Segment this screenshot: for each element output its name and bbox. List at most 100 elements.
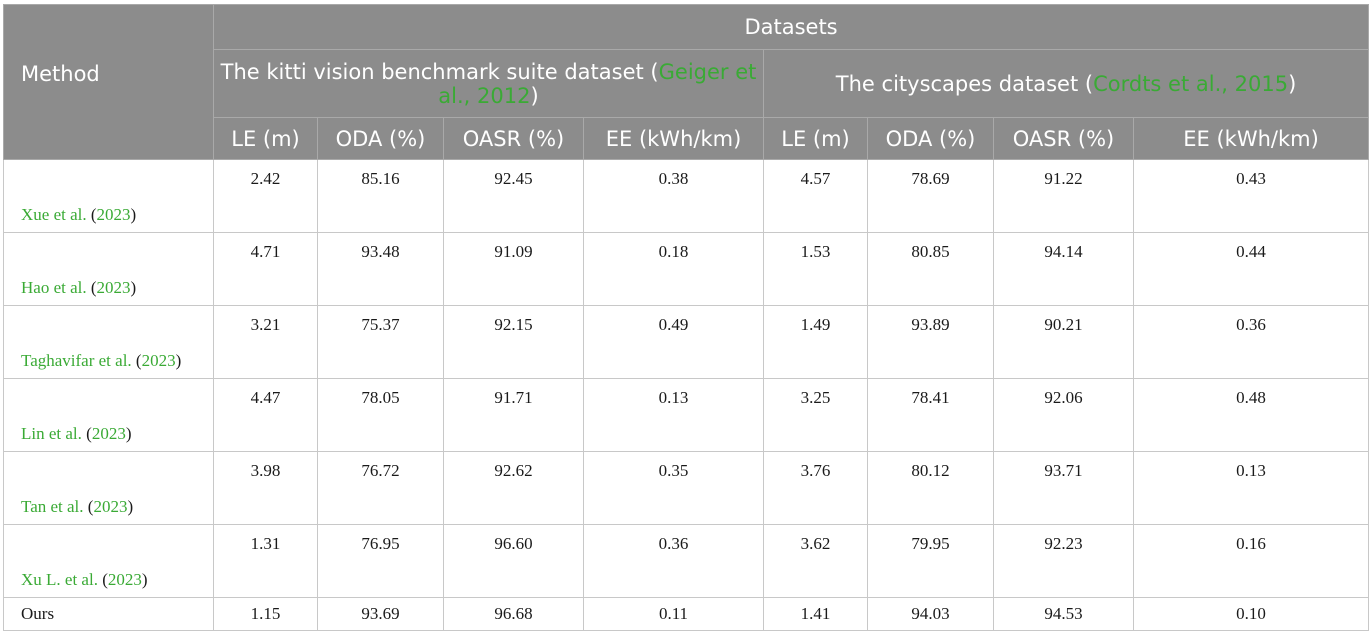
metric-ee-header: EE (kWh/km) (583, 117, 764, 160)
method-year-link[interactable]: 2023 (141, 351, 176, 370)
method-citation-link[interactable]: Xue et al. (21, 205, 87, 224)
method-citation-link[interactable]: Lin et al. (21, 424, 82, 443)
method-header: Method (3, 4, 214, 160)
results-table: Method Datasets The kitti vision benchma… (3, 4, 1370, 631)
method-citation-link[interactable]: Taghavifar et al. (21, 351, 132, 370)
value-cell: 93.48 (317, 232, 444, 306)
value-cell: 4.47 (213, 378, 318, 452)
kitti-dataset-name: The kitti vision benchmark suite dataset (220, 59, 644, 84)
method-citation-link[interactable]: Xu L. et al. (21, 570, 98, 589)
value-cell: 76.72 (317, 451, 444, 525)
value-cell: 78.69 (867, 159, 994, 233)
value-cell: 85.16 (317, 159, 444, 233)
value-cell: 1.53 (763, 232, 868, 306)
value-cell: 90.21 (993, 305, 1134, 379)
value-cell: 3.62 (763, 524, 868, 598)
value-cell: 0.36 (1132, 305, 1370, 379)
value-cell: 96.60 (443, 524, 584, 598)
cityscapes-citation-link[interactable]: Cordts et al., 2015 (1093, 71, 1289, 96)
kitti-citation-link[interactable]: Geiger et al., 2012 (438, 59, 757, 108)
value-cell: 1.31 (213, 524, 318, 598)
method-year-link[interactable]: 2023 (107, 570, 142, 589)
value-cell: 2.42 (213, 159, 318, 233)
table-row: Xue et al. (2023) 2.42 85.16 92.45 0.38 … (3, 159, 1370, 233)
value-cell: 0.35 (583, 451, 764, 525)
method-name-cell: Taghavifar et al. (2023) (3, 305, 214, 379)
metric-le-header: LE (m) (763, 117, 868, 160)
value-cell: 92.62 (443, 451, 584, 525)
table-row: Tan et al. (2023) 3.98 76.72 92.62 0.35 … (3, 451, 1370, 525)
table-row-ours: Ours 1.15 93.69 96.68 0.11 1.41 94.03 94… (3, 597, 1370, 631)
table-row: Taghavifar et al. (2023) 3.21 75.37 92.1… (3, 305, 1370, 379)
value-cell: 76.95 (317, 524, 444, 598)
method-name-cell: Ours (3, 597, 214, 631)
table-row: Lin et al. (2023) 4.47 78.05 91.71 0.13 … (3, 378, 1370, 452)
method-name-cell: Lin et al. (2023) (3, 378, 214, 452)
method-citation-link[interactable]: Tan et al. (21, 497, 84, 516)
metric-ee-header: EE (kWh/km) (1132, 117, 1370, 160)
value-cell: 80.12 (867, 451, 994, 525)
value-cell: 3.25 (763, 378, 868, 452)
value-cell: 91.22 (993, 159, 1134, 233)
method-year-link[interactable]: 2023 (96, 278, 131, 297)
value-cell: 93.89 (867, 305, 994, 379)
datasets-header: Datasets (212, 4, 1370, 50)
value-cell: 0.13 (583, 378, 764, 452)
kitti-paren-open: ( (650, 59, 659, 84)
method-name-cell: Tan et al. (2023) (3, 451, 214, 525)
value-cell: 3.21 (213, 305, 318, 379)
value-cell: 1.49 (763, 305, 868, 379)
table-row: Xu L. et al. (2023) 1.31 76.95 96.60 0.3… (3, 524, 1370, 598)
value-cell: 79.95 (867, 524, 994, 598)
value-cell: 0.13 (1132, 451, 1370, 525)
value-cell: 0.16 (1132, 524, 1370, 598)
value-cell: 4.71 (213, 232, 318, 306)
cityscapes-dataset-name: The cityscapes dataset (835, 71, 1079, 96)
method-name-cell: Xue et al. (2023) (3, 159, 214, 233)
value-cell: 0.36 (583, 524, 764, 598)
method-year-link[interactable]: 2023 (91, 424, 126, 443)
value-cell: 94.53 (993, 597, 1134, 631)
value-cell: 93.69 (317, 597, 444, 631)
value-cell: 75.37 (317, 305, 444, 379)
value-cell: 92.06 (993, 378, 1134, 452)
value-cell: 92.45 (443, 159, 584, 233)
value-cell: 1.41 (763, 597, 868, 631)
value-cell: 0.44 (1132, 232, 1370, 306)
value-cell: 92.15 (443, 305, 584, 379)
table-row: Hao et al. (2023) 4.71 93.48 91.09 0.18 … (3, 232, 1370, 306)
metric-le-header: LE (m) (213, 117, 318, 160)
method-year-link[interactable]: 2023 (93, 497, 128, 516)
kitti-paren-close: ) (530, 83, 539, 108)
value-cell: 96.68 (443, 597, 584, 631)
method-name-cell: Xu L. et al. (2023) (3, 524, 214, 598)
value-cell: 0.38 (583, 159, 764, 233)
metric-oasr-header: OASR (%) (993, 117, 1134, 160)
value-cell: 78.41 (867, 378, 994, 452)
value-cell: 94.14 (993, 232, 1134, 306)
method-citation-link[interactable]: Hao et al. (21, 278, 87, 297)
value-cell: 91.09 (443, 232, 584, 306)
value-cell: 0.18 (583, 232, 764, 306)
kitti-dataset-header: The kitti vision benchmark suite dataset… (213, 49, 764, 118)
method-name-cell: Hao et al. (2023) (3, 232, 214, 306)
value-cell: 3.76 (763, 451, 868, 525)
method-year-link[interactable]: 2023 (96, 205, 131, 224)
cityscapes-paren-close: ) (1288, 71, 1297, 96)
value-cell: 93.71 (993, 451, 1134, 525)
metric-oda-header: ODA (%) (317, 117, 444, 160)
value-cell: 1.15 (213, 597, 318, 631)
value-cell: 92.23 (993, 524, 1134, 598)
value-cell: 3.98 (213, 451, 318, 525)
value-cell: 94.03 (867, 597, 994, 631)
value-cell: 91.71 (443, 378, 584, 452)
value-cell: 0.49 (583, 305, 764, 379)
cityscapes-paren-open: ( (1084, 71, 1094, 96)
cityscapes-dataset-header: The cityscapes dataset (Cordts et al., 2… (762, 49, 1370, 118)
metric-oasr-header: OASR (%) (443, 117, 584, 160)
value-cell: 80.85 (867, 232, 994, 306)
value-cell: 78.05 (317, 378, 444, 452)
metric-oda-header: ODA (%) (867, 117, 994, 160)
value-cell: 0.11 (583, 597, 764, 631)
value-cell: 0.48 (1132, 378, 1370, 452)
